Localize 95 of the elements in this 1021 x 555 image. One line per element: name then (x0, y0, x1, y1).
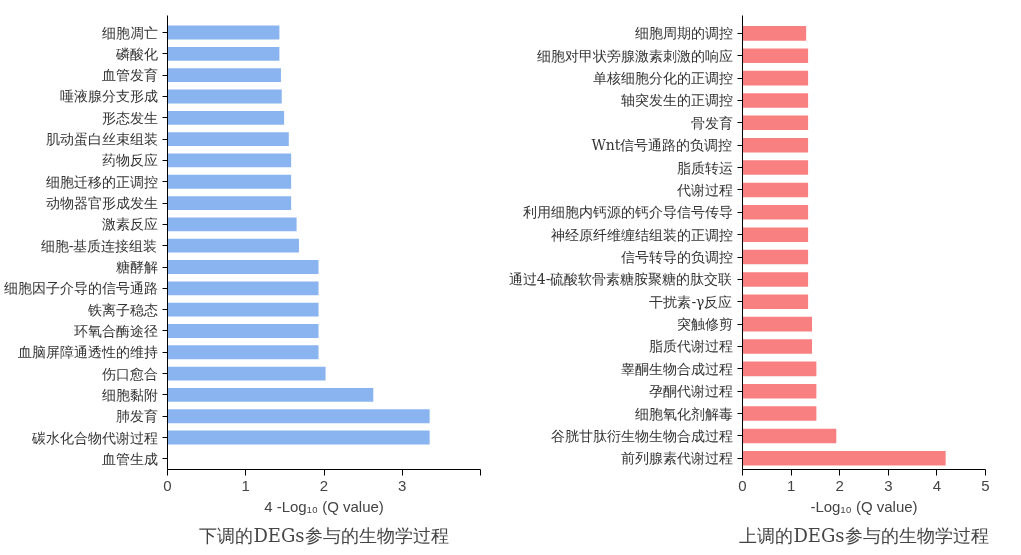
bar (167, 196, 292, 210)
bar (742, 339, 812, 354)
y-tick-label: 轴突发生的正调控 (620, 92, 733, 109)
y-tick-label: 铁离子稳态 (86, 301, 158, 318)
text: 下调的DEGs参与的生物学过程 (199, 524, 449, 546)
y-tick-label: 细胞-基质连接组装 (40, 237, 158, 254)
bar (167, 153, 292, 168)
bar (167, 238, 299, 253)
y-tick-label: 代谢过程 (675, 181, 733, 198)
y-tick-label: 利用细胞内钙源的钙介导信号传导 (522, 204, 733, 221)
bar (742, 406, 817, 421)
bar (742, 227, 809, 242)
x-tick-label: 0 (163, 476, 172, 494)
bar (167, 110, 285, 125)
bar (742, 70, 809, 86)
bar (167, 281, 319, 296)
y-tick-label: 脂质代谢过程 (648, 338, 733, 355)
x-tick-label: 3 (398, 476, 407, 494)
bar (742, 182, 809, 198)
y-tick-label: 细胞对甲状旁腺激素刺激的响应 (536, 47, 733, 64)
y-tick-label: 通过4-硫酸软骨素糖胺聚糖的肽交联 (508, 271, 733, 288)
bar (742, 26, 807, 41)
y-tick-label: 干扰素-γ反应 (649, 293, 733, 310)
y-tick-label: 骨发育 (690, 114, 733, 131)
y-tick-label: 谷胱甘肽衍生物生物合成过程 (550, 427, 733, 444)
bar (742, 137, 809, 153)
y-tick-label: 肺发育 (115, 408, 158, 425)
bar (742, 451, 946, 466)
y-tick-label: Wnt信号通路的负调控 (591, 137, 733, 154)
bar (167, 409, 430, 424)
y-tick-label: 细胞凋亡 (101, 24, 158, 41)
x-tick-label: 2 (319, 476, 329, 494)
x-tick-label: 2 (835, 476, 844, 494)
bar (167, 387, 374, 402)
y-tick-label: 血脑屏障通透性的维持 (17, 344, 158, 361)
y-tick-label: 血管生成 (101, 450, 158, 467)
bar (167, 302, 319, 317)
bar (742, 316, 812, 332)
y-tick-label: 血管发育 (101, 67, 158, 84)
x-tick-label: 0 (738, 476, 747, 494)
y-tick-label: 细胞迁移的正调控 (45, 173, 158, 190)
x-tick-label: 4 (932, 476, 942, 494)
bar (742, 205, 809, 220)
bar (167, 345, 319, 360)
bar (742, 428, 837, 444)
bar (167, 217, 297, 232)
bar (742, 115, 809, 131)
x-tick-label: 3 (884, 476, 893, 494)
bar (742, 48, 809, 64)
y-tick-label: 细胞黏附 (101, 386, 158, 403)
x-axis-title: -Log₁₀ (Q value) (810, 497, 918, 515)
bar (167, 260, 319, 274)
bar (167, 132, 289, 147)
y-tick-label: 突触修剪 (676, 316, 733, 333)
x-tick-label: 1 (786, 476, 796, 494)
y-tick-label: 脂质转运 (676, 159, 733, 176)
bar (167, 324, 319, 338)
y-tick-label: 信号转导的负调控 (620, 249, 733, 266)
bar (167, 25, 280, 40)
y-tick-label: 唾液腺分支形成 (59, 88, 158, 105)
y-tick-label: 磷酸化 (114, 45, 158, 62)
bar (742, 383, 817, 399)
y-tick-label: 环氧合酶途径 (73, 322, 158, 339)
y-tick-label: 细胞因子介导的信号通路 (3, 280, 158, 297)
y-tick-label: 细胞周期的调控 (634, 25, 733, 42)
bar (742, 160, 809, 175)
y-tick-label: 伤口愈合 (101, 365, 158, 382)
x-axis-title: 4 -Log₁₀ (Q value) (264, 497, 384, 515)
y-tick-label: 神经原纤维缠结组装的正调控 (550, 226, 733, 243)
bar (167, 174, 292, 189)
bar (742, 361, 817, 377)
y-tick-label: 形态发生 (101, 109, 158, 126)
bar (167, 68, 281, 83)
y-tick-label: 前列腺素代谢过程 (620, 450, 733, 467)
y-tick-label: 细胞氧化剂解毒 (634, 405, 733, 422)
y-tick-label: 药物反应 (101, 152, 158, 169)
text: 上调的DEGs参与的生物学过程 (739, 524, 989, 546)
bar (167, 89, 282, 104)
y-tick-label: 碳水化合物代谢过程 (30, 429, 158, 446)
bar (167, 430, 430, 445)
x-tick-label: 5 (981, 476, 990, 494)
bar (742, 249, 809, 265)
y-tick-label: 肌动蛋白丝束组装 (45, 131, 158, 148)
y-tick-label: 睾酮生物合成过程 (620, 360, 733, 377)
y-tick-label: 孕酮代谢过程 (648, 383, 733, 400)
y-tick-label: 动物器官形成发生 (45, 195, 158, 212)
bar (742, 272, 809, 287)
bar (742, 93, 809, 108)
x-tick-label: 1 (241, 476, 250, 494)
bar (167, 46, 280, 61)
bar (742, 294, 809, 310)
y-tick-label: 糖酵解 (115, 259, 158, 276)
y-tick-label: 激素反应 (101, 216, 158, 233)
y-tick-label: 单核细胞分化的正调控 (592, 70, 733, 87)
bar (167, 366, 326, 381)
